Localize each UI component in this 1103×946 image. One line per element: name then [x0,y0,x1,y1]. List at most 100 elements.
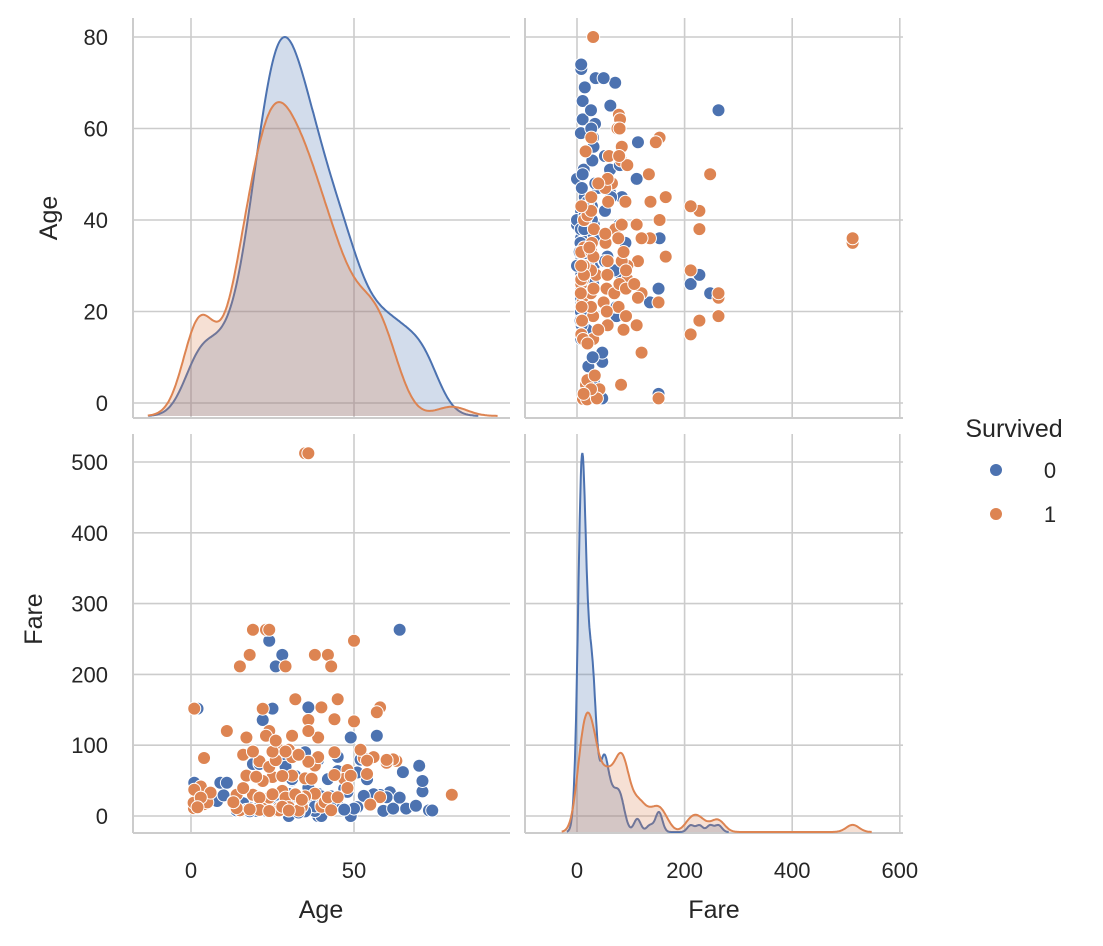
point-survived-1 [281,803,296,818]
point-survived-1 [301,724,316,739]
point-survived-1 [582,240,597,255]
point-survived-1 [619,309,634,324]
y-tick-label-fare: 300 [71,592,108,617]
y-tick-label-age: 80 [84,25,108,50]
point-survived-1 [574,299,589,314]
panel [524,18,903,419]
point-survived-1 [580,336,595,351]
point-survived-1 [683,263,698,278]
point-survived-0 [585,350,600,365]
point-survived-1 [239,730,254,745]
point-survived-1 [586,30,601,44]
x-tick-label-age: 0 [185,858,197,883]
point-survived-1 [614,217,629,232]
point-survived-1 [616,245,631,260]
y-tick-label-age: 40 [84,208,108,233]
legend-label-1: 1 [1044,502,1056,527]
point-survived-1 [600,254,615,269]
point-survived-0 [425,803,440,818]
point-survived-0 [651,281,666,296]
point-survived-1 [285,728,300,743]
point-survived-1 [612,148,627,163]
legend: Survived 0 1 [965,415,1062,527]
point-survived-1 [692,313,707,328]
point-survived-1 [245,622,260,637]
y-tick-label-fare: 500 [71,450,108,475]
point-survived-1 [711,309,726,324]
kde-line-1 [147,101,498,417]
point-survived-1 [320,647,335,662]
kde-fill-0 [566,453,729,832]
point-survived-0 [343,730,358,745]
point-survived-0 [415,773,430,788]
point-survived-0 [301,700,316,715]
point-survived-1 [574,258,589,273]
point-survived-1 [611,231,626,246]
point-survived-1 [353,742,368,757]
point-survived-0 [603,98,618,113]
point-survived-1 [634,345,649,360]
point-survived-1 [711,286,726,301]
point-survived-1 [586,281,601,296]
point-survived-0 [574,57,589,72]
point-survived-1 [591,322,606,337]
point-survived-1 [314,700,329,715]
y-tick-label-age: 60 [84,117,108,142]
point-survived-1 [262,803,277,818]
point-survived-0 [395,765,410,780]
x-axis-label-age: Age [299,896,343,924]
point-survived-1 [347,633,361,648]
legend-title: Survived [965,415,1062,443]
legend-marker-1 [989,507,1003,521]
point-survived-1 [265,787,280,802]
y-tick-label-fare: 200 [71,662,108,687]
kde-line-0 [566,452,729,833]
point-survived-1 [598,226,613,241]
y-tick-label-fare: 100 [71,733,108,758]
kde-fare [561,452,872,833]
point-survived-0 [575,167,590,182]
point-survived-1 [187,701,202,716]
point-survived-1 [294,792,309,807]
point-survived-1 [268,733,283,748]
point-survived-0 [275,647,290,662]
point-survived-1 [658,190,673,205]
point-survived-0 [608,75,623,90]
legend-label-0: 0 [1044,458,1056,483]
x-tick-label-fare: 600 [881,858,918,883]
point-survived-1 [619,263,634,278]
point-survived-1 [278,659,293,674]
point-survived-1 [288,692,303,707]
point-survived-0 [369,728,384,743]
point-survived-1 [630,290,645,305]
point-survived-0 [596,71,611,86]
point-survived-1 [252,790,267,805]
point-survived-0 [711,103,726,118]
point-survived-1 [275,768,290,783]
point-survived-1 [692,222,707,237]
x-tick-label-age: 50 [342,858,366,883]
point-survived-1 [301,446,316,461]
point-survived-1 [301,754,316,769]
kde-fill-1 [561,712,872,832]
point-survived-0 [386,801,401,816]
kde-line-1 [561,711,872,833]
point-survived-1 [340,780,355,795]
point-survived-1 [614,377,629,392]
point-survived-1 [327,712,342,727]
y-tick-label-age: 0 [96,391,108,416]
point-survived-1 [591,176,606,191]
point-survived-1 [652,213,667,227]
y-tick-label-fare: 400 [71,521,108,546]
point-survived-1 [618,194,633,209]
point-survived-0 [392,790,407,805]
point-survived-1 [651,295,666,310]
point-survived-1 [629,217,644,232]
x-tick-label-fare: 0 [571,858,583,883]
point-survived-1 [343,768,358,783]
point-survived-0 [577,80,592,95]
point-survived-0 [574,180,589,195]
point-survived-1 [304,771,319,786]
point-survived-1 [347,714,361,729]
